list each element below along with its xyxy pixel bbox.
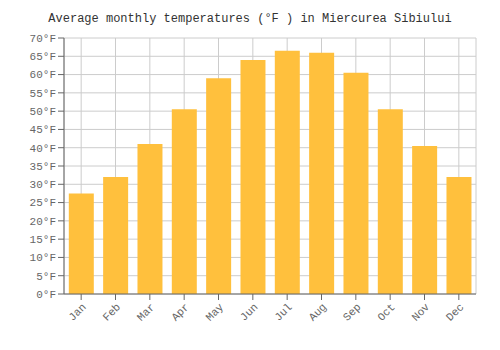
svg-text:Feb: Feb [101, 301, 123, 323]
svg-text:Aug: Aug [307, 301, 329, 323]
svg-text:70°F: 70°F [30, 33, 56, 45]
svg-text:50°F: 50°F [30, 106, 56, 118]
svg-text:Apr: Apr [169, 301, 191, 323]
svg-text:65°F: 65°F [30, 51, 56, 63]
svg-text:Nov: Nov [410, 301, 433, 324]
svg-text:40°F: 40°F [30, 143, 56, 155]
svg-text:Jun: Jun [238, 301, 260, 323]
svg-text:Jul: Jul [272, 301, 294, 323]
svg-text:Dec: Dec [444, 301, 466, 323]
svg-text:45°F: 45°F [30, 124, 56, 136]
svg-text:May: May [204, 301, 227, 324]
svg-text:60°F: 60°F [30, 69, 56, 81]
svg-text:15°F: 15°F [30, 234, 56, 246]
svg-text:35°F: 35°F [30, 161, 56, 173]
svg-text:20°F: 20°F [30, 216, 56, 228]
svg-text:Mar: Mar [135, 301, 157, 323]
svg-text:Sep: Sep [341, 301, 363, 323]
svg-text:Jan: Jan [66, 301, 88, 323]
svg-text:30°F: 30°F [30, 179, 56, 191]
svg-text:55°F: 55°F [30, 88, 56, 100]
html-text:Average monthly temperatures (: Average monthly temperatures (°F ) in Mi… [48, 12, 452, 26]
svg-text:0°F: 0°F [36, 289, 56, 301]
svg-text:25°F: 25°F [30, 197, 56, 209]
svg-text:5°F: 5°F [36, 271, 56, 283]
svg-text:Oct: Oct [375, 301, 397, 323]
svg-text:10°F: 10°F [30, 252, 56, 264]
